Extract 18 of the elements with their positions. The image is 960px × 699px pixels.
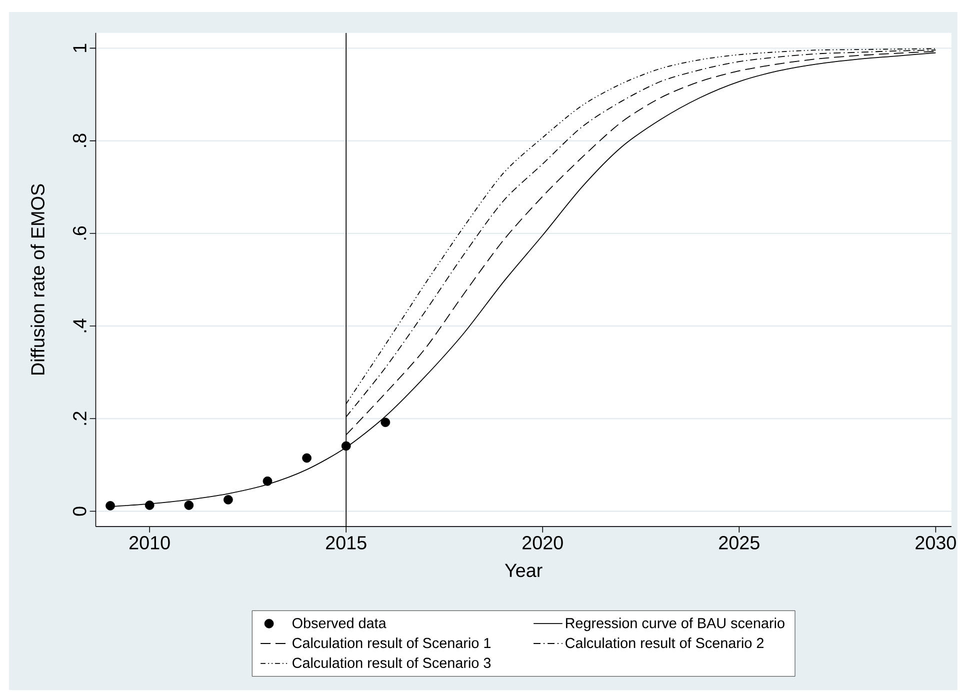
x-tick-label: 2010	[130, 536, 170, 550]
y-axis-title: Diffusion rate of EMOS	[30, 184, 44, 374]
x-tick-label: 2030	[916, 536, 956, 550]
y-tick-label: 0	[72, 506, 86, 516]
legend-label: Regression curve of BAU scenario	[566, 618, 784, 632]
x-axis-title: Year	[504, 564, 542, 578]
x-tick-label: 2015	[326, 536, 366, 550]
y-tick-label: 1	[73, 44, 86, 52]
legend-label: Observed data	[292, 618, 386, 628]
y-tick-label: .4	[73, 318, 86, 332]
legend-label: Calculation result of Scenario 2	[566, 638, 764, 648]
y-tick-label: .8	[72, 134, 86, 147]
y-tick-label: .6	[72, 226, 86, 240]
legend-label: Calculation result of Scenario 3	[292, 657, 491, 668]
x-tick-label: 2020	[522, 536, 563, 550]
x-tick-label: 2025	[719, 536, 760, 550]
legend-label: Calculation result of Scenario 1	[292, 638, 490, 648]
y-tick-label: .2	[73, 412, 86, 425]
